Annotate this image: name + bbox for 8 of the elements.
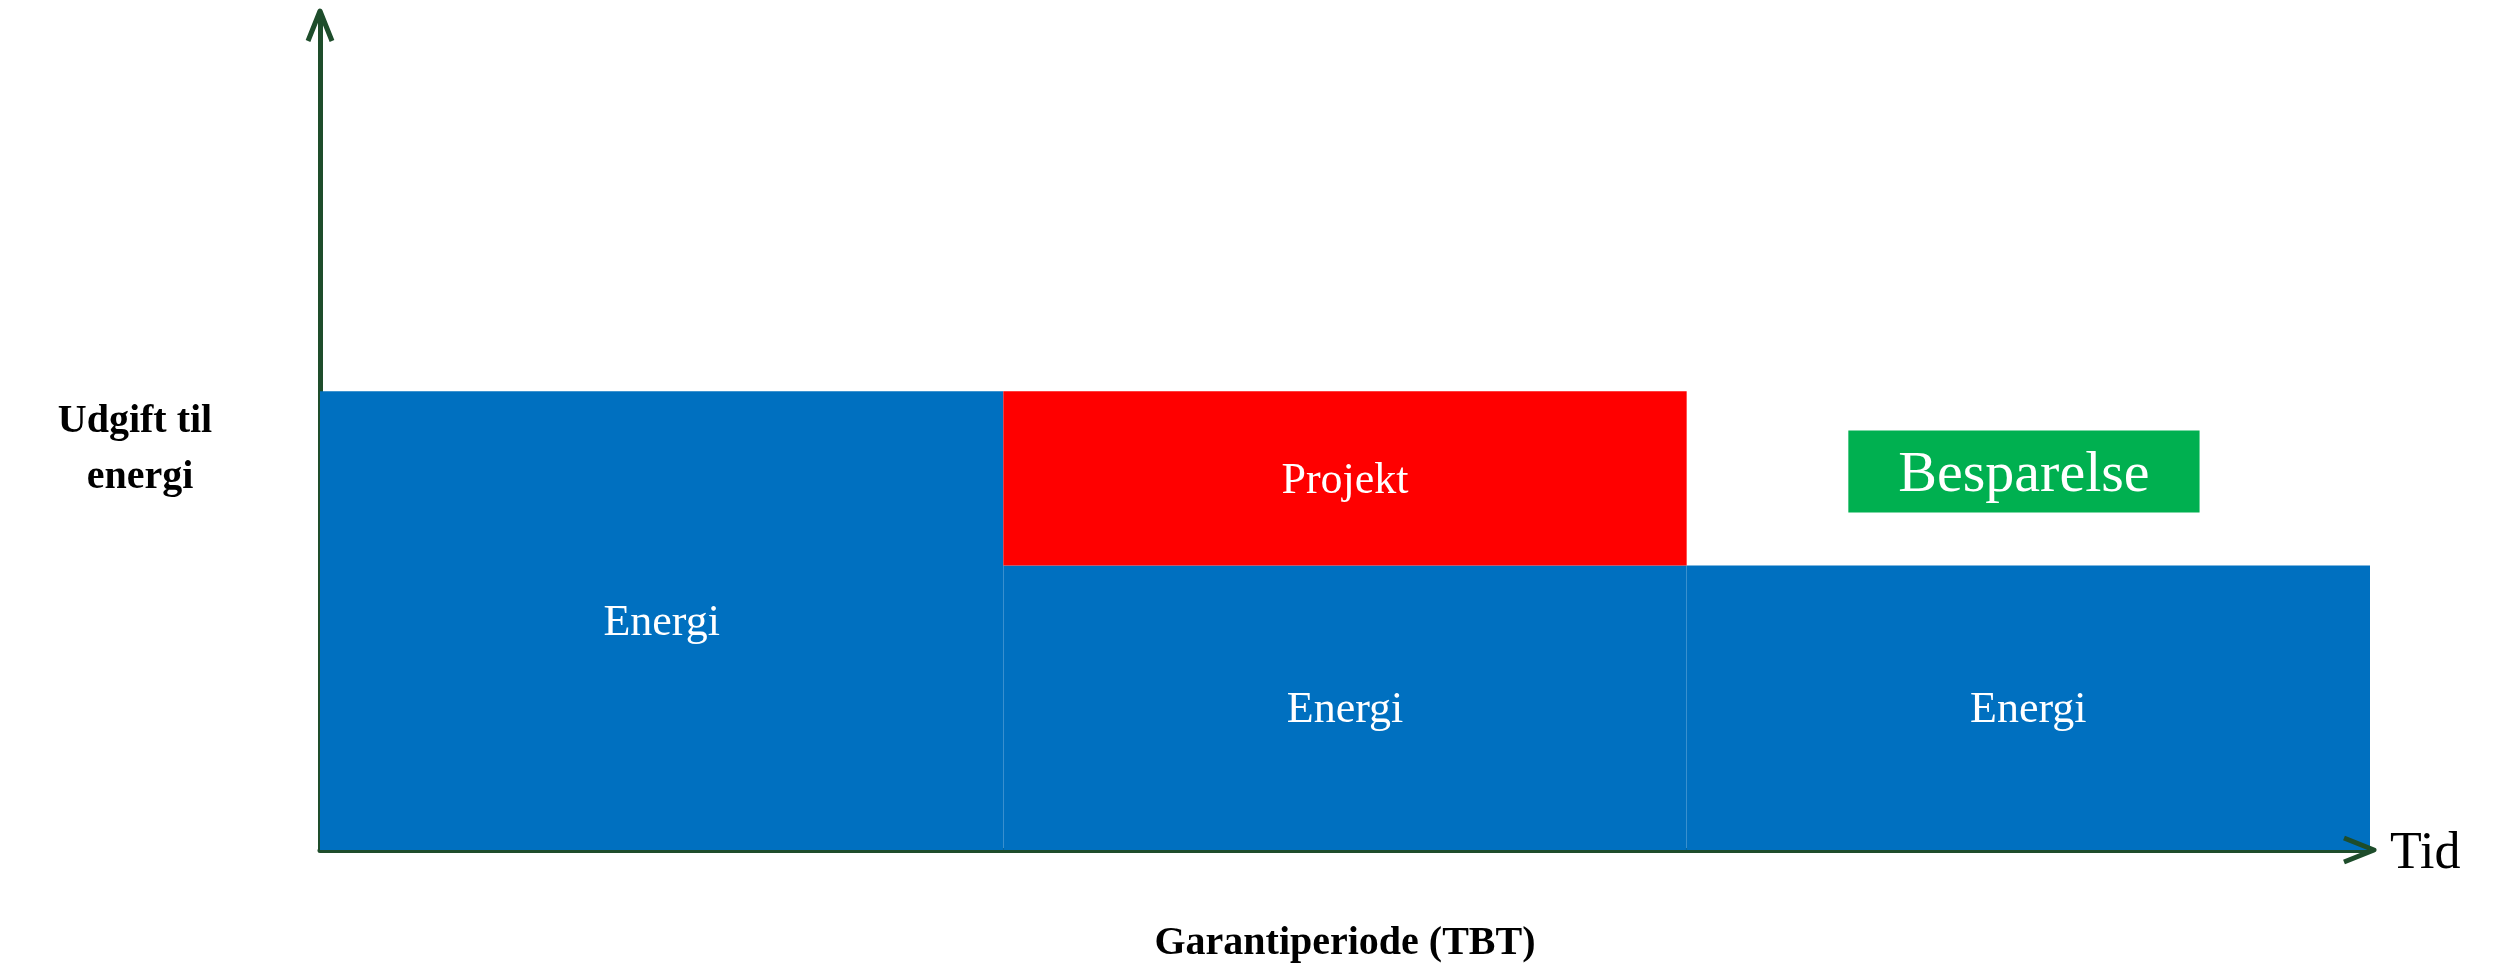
x-axis-title: Tid (2390, 821, 2461, 879)
text: Garantiperiode (TBT) (1154, 917, 1536, 963)
series-label: Projekt (1281, 453, 1409, 503)
text: Energi (1970, 683, 2087, 733)
annotation: Besparelse (1898, 438, 2150, 504)
series-label: Energi (1286, 683, 1404, 733)
y-axis-title: Udgift til energi (57, 395, 223, 497)
text: Energi (603, 596, 720, 646)
